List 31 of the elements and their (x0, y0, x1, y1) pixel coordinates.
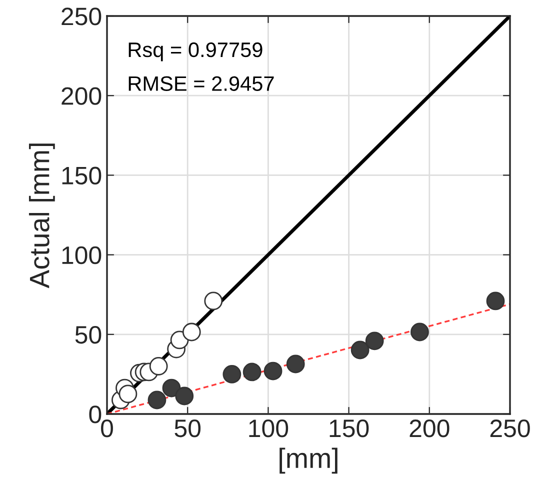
x-axis-title: [mm] (280, 448, 338, 474)
point (222, 365, 242, 384)
point (182, 322, 201, 342)
point (118, 384, 138, 404)
point (242, 362, 262, 382)
y-tick-label: 50 (75, 326, 102, 344)
point (365, 332, 384, 350)
x-tick-label: 250 (490, 420, 530, 438)
point (264, 362, 282, 380)
y-tick-label: 150 (62, 166, 102, 185)
point (486, 292, 505, 310)
point (149, 357, 168, 376)
x-tick-label: 50 (174, 420, 201, 438)
x-tick-label: 100 (249, 420, 288, 438)
x-tick-label: 200 (410, 420, 450, 438)
point (350, 340, 370, 360)
point (175, 386, 194, 406)
point (162, 378, 181, 398)
y-tick-label: 250 (62, 8, 102, 26)
annotation: Rsq = 0.97759 (128, 42, 262, 62)
y-tick-label: 0 (89, 406, 102, 424)
point (204, 292, 223, 310)
point (148, 390, 166, 410)
point (286, 354, 305, 374)
x-tick-label: 150 (330, 420, 369, 438)
point (410, 322, 429, 342)
y-tick-label: 100 (62, 246, 102, 264)
annotation: RMSE = 2.9457 (128, 76, 274, 92)
y-tick-label: 200 (62, 87, 102, 105)
y-axis-title: Actual [mm] (28, 144, 55, 288)
x-tick-label: 0 (101, 420, 113, 438)
